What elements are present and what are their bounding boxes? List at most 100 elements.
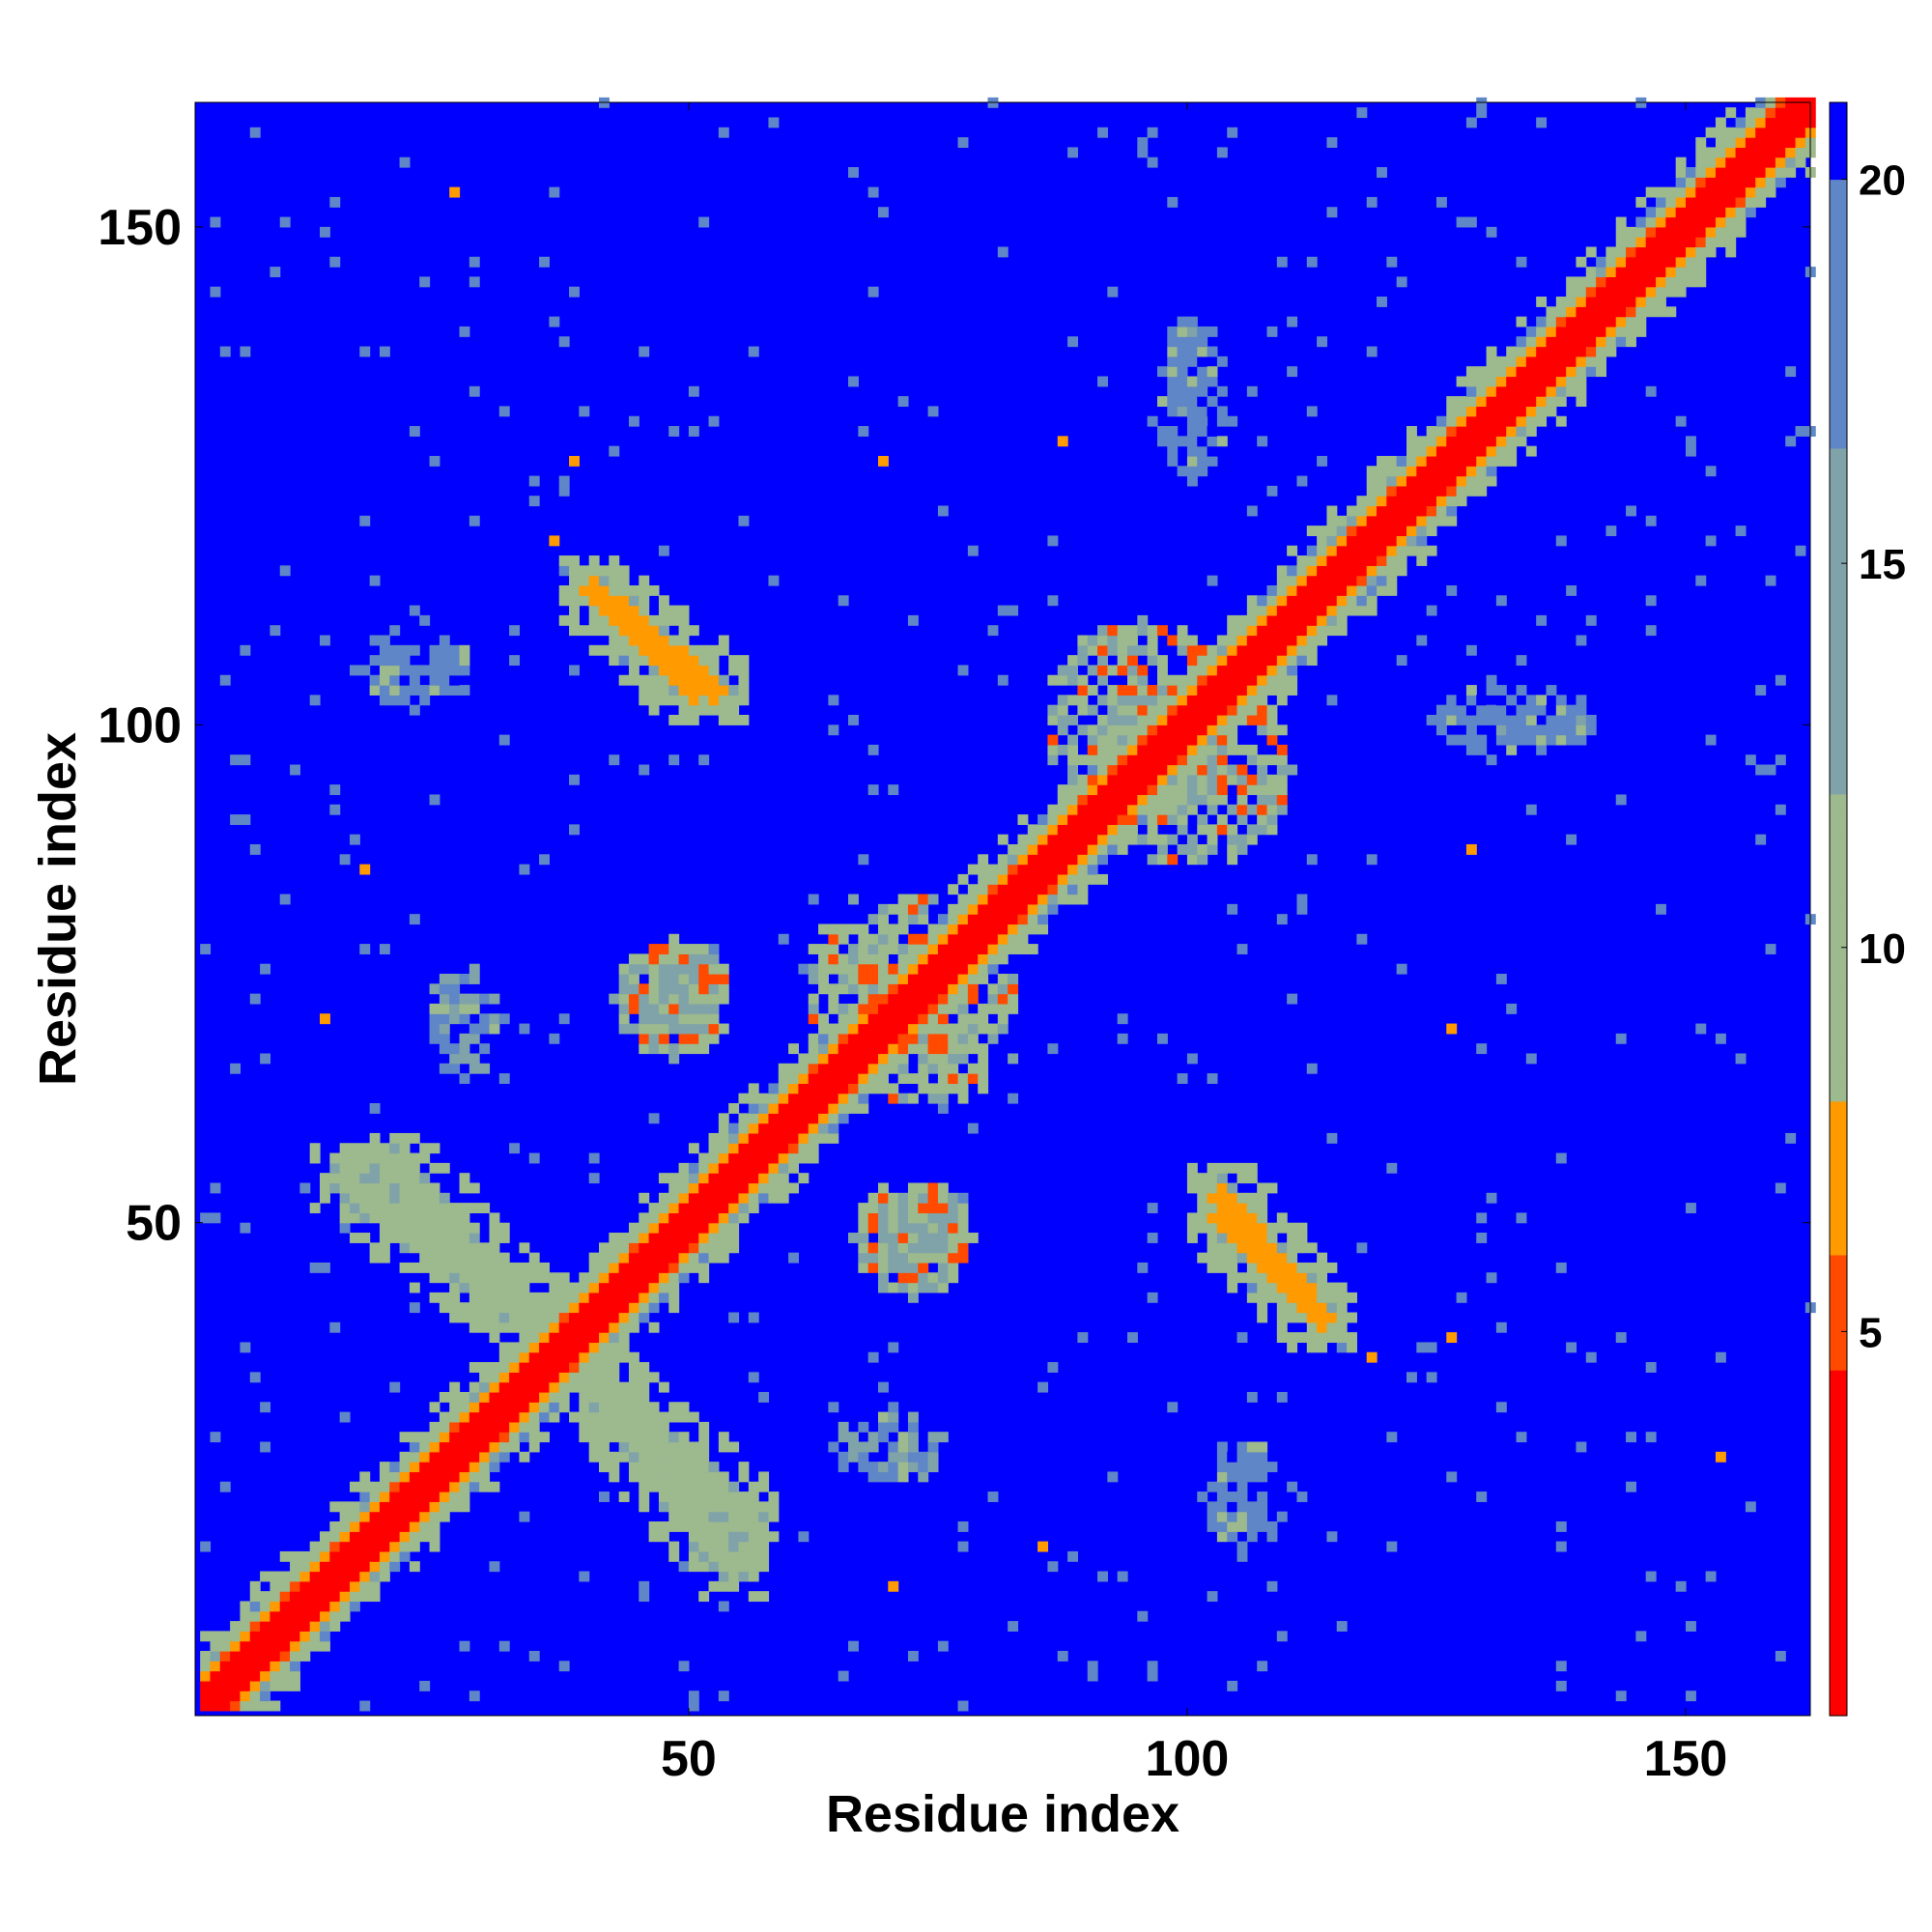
heatmap-cell — [609, 625, 620, 637]
heatmap-cell — [738, 1182, 750, 1194]
heatmap-cell — [579, 1302, 590, 1314]
heatmap-cell — [489, 1381, 500, 1393]
colorbar-segment — [1830, 256, 1847, 276]
heatmap-cell — [409, 1541, 420, 1552]
heatmap-cell — [1465, 695, 1477, 706]
heatmap-cell — [1227, 1272, 1238, 1284]
heatmap-cell — [1615, 276, 1627, 288]
heatmap-cell — [1207, 674, 1218, 686]
heatmap-cell — [1227, 824, 1238, 836]
heatmap-cell — [738, 685, 750, 696]
heatmap-cell — [609, 1351, 620, 1363]
heatmap-cell — [668, 714, 680, 725]
heatmap-cell — [658, 953, 669, 965]
heatmap-cell — [708, 1173, 720, 1184]
heatmap-cell — [1536, 346, 1548, 357]
heatmap-cell — [1087, 724, 1098, 736]
heatmap-cell — [648, 1272, 660, 1284]
heatmap-cell — [828, 1073, 839, 1084]
heatmap-cell — [1656, 226, 1666, 238]
heatmap-cell — [1137, 685, 1149, 696]
heatmap-cell — [1167, 714, 1179, 725]
heatmap-cell — [948, 944, 959, 954]
heatmap-cell — [1635, 246, 1647, 258]
heatmap-cell — [489, 1362, 500, 1373]
heatmap-cell — [678, 953, 690, 965]
heatmap-cell — [1216, 415, 1228, 427]
heatmap-cell — [279, 1550, 291, 1562]
colorbar-segment — [1830, 121, 1847, 142]
heatmap-cell — [1705, 466, 1717, 477]
heatmap-cell — [1775, 156, 1786, 168]
colorbar-segment — [1830, 697, 1847, 718]
heatmap-cell — [1207, 804, 1218, 815]
heatmap-cell — [1576, 704, 1587, 716]
heatmap-cell — [469, 1242, 480, 1254]
heatmap-cell — [1456, 475, 1467, 487]
heatmap-cell — [688, 1441, 699, 1453]
heatmap-cell — [1685, 237, 1696, 248]
heatmap-cell — [569, 1372, 580, 1383]
heatmap-cell — [509, 1441, 521, 1453]
heatmap-cell — [1435, 445, 1447, 457]
heatmap-cell — [419, 614, 431, 626]
heatmap-cell — [897, 923, 909, 935]
heatmap-cell — [698, 1441, 710, 1453]
heatmap-cell — [469, 1233, 480, 1243]
heatmap-cell — [957, 974, 969, 984]
heatmap-cell — [1566, 734, 1577, 746]
heatmap-cell — [918, 1272, 929, 1284]
heatmap-cell — [1207, 396, 1218, 408]
heatmap-cell — [927, 1441, 939, 1453]
heatmap-cell — [1785, 167, 1797, 178]
heatmap-cell — [658, 983, 669, 995]
heatmap-cell — [838, 1013, 849, 1025]
heatmap-cell — [1287, 614, 1298, 626]
heatmap-cell — [1465, 466, 1477, 477]
heatmap-cell — [1566, 385, 1577, 397]
heatmap-cell — [558, 1362, 570, 1373]
heatmap-cell — [1097, 635, 1108, 646]
heatmap-cell — [409, 1492, 420, 1502]
heatmap-cell — [320, 1591, 330, 1603]
heatmap-cell — [1406, 445, 1417, 457]
heatmap-cell — [429, 1541, 440, 1552]
colorbar-segment — [1830, 1696, 1847, 1717]
heatmap-cell — [1416, 485, 1428, 497]
heatmap-cell — [1585, 614, 1597, 626]
heatmap-cell — [449, 186, 461, 198]
heatmap-cell — [927, 944, 939, 954]
heatmap-cell — [1207, 1511, 1218, 1522]
heatmap-cell — [1525, 355, 1537, 367]
heatmap-cell — [867, 1252, 879, 1264]
heatmap-cell — [379, 685, 390, 696]
heatmap-cell — [479, 1471, 491, 1483]
heatmap-cell — [1137, 834, 1149, 845]
heatmap-cell — [957, 963, 969, 975]
heatmap-cell — [688, 1481, 699, 1492]
heatmap-cell — [489, 1391, 500, 1403]
heatmap-cell — [948, 1053, 959, 1065]
heatmap-cell — [1465, 406, 1477, 417]
heatmap-cell — [389, 1492, 401, 1502]
heatmap-cell — [1386, 466, 1398, 477]
heatmap-cell — [678, 974, 690, 984]
heatmap-cell — [1356, 595, 1368, 607]
heatmap-cell — [1306, 555, 1318, 566]
heatmap-cell — [249, 1680, 261, 1691]
heatmap-cell — [718, 1441, 729, 1453]
heatmap-cell — [728, 1192, 740, 1204]
heatmap-cell — [1216, 764, 1228, 776]
heatmap-cell — [528, 1391, 540, 1403]
heatmap-cell — [688, 644, 699, 656]
heatmap-cell — [867, 1192, 879, 1204]
heatmap-cell — [918, 1023, 929, 1035]
heatmap-cell — [1795, 137, 1806, 148]
heatmap-cell — [1276, 625, 1288, 637]
heatmap-cell — [1246, 1501, 1258, 1513]
heatmap-cell — [1317, 1262, 1328, 1273]
heatmap-cell — [1605, 346, 1617, 357]
heatmap-cell — [1137, 764, 1149, 776]
heatmap-cell — [279, 565, 291, 577]
